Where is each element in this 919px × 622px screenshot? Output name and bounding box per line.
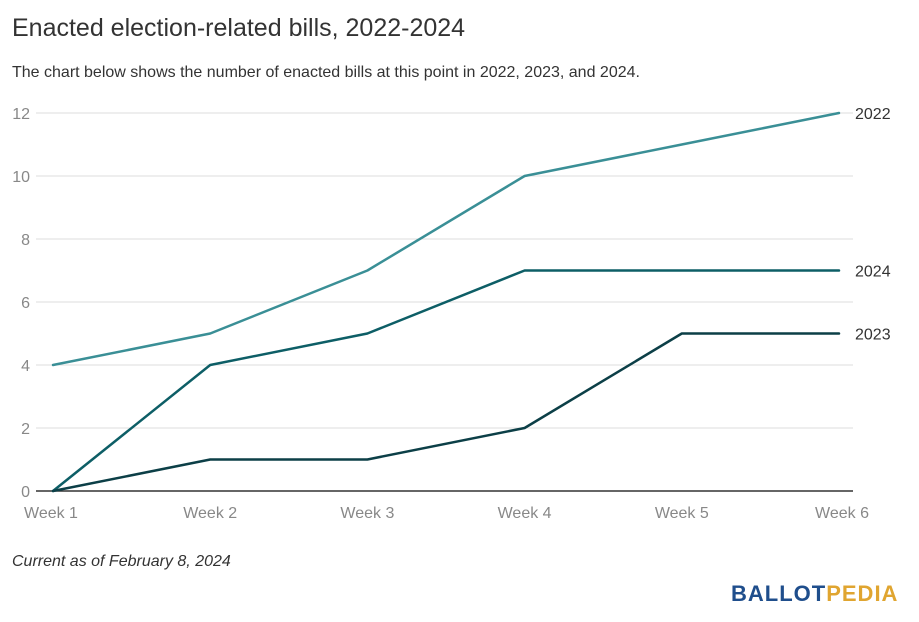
y-tick-label: 8	[21, 232, 30, 249]
series-line-2024	[51, 269, 841, 493]
series-lines	[51, 111, 841, 493]
x-tick-label: Week 2	[183, 505, 237, 522]
x-axis-ticks: Week 1 Week 2 Week 3 Week 4 Week 5 Week 6	[24, 505, 869, 522]
x-tick-label: Week 4	[498, 505, 552, 522]
x-tick-label: Week 5	[655, 505, 709, 522]
x-tick-label: Week 1	[24, 505, 78, 522]
series-labels: 2022 2024 2023	[855, 106, 891, 344]
logo-part-pedia: PEDIA	[826, 581, 899, 606]
y-tick-label: 4	[21, 358, 30, 375]
logo-part-ballot: BALLOT	[731, 581, 827, 606]
y-tick-label: 6	[21, 295, 30, 312]
series-label-2023: 2023	[855, 327, 891, 344]
ballotpedia-logo: BALLOTPEDIA	[731, 581, 898, 607]
y-tick-label: 0	[21, 484, 30, 501]
series-label-2024: 2024	[855, 264, 891, 281]
footnote: Current as of February 8, 2024	[12, 553, 231, 570]
y-tick-label: 10	[12, 169, 30, 186]
line-chart: 0 2 4 6 8 10 12 Week 1 Week 2 Week 3 Week 4 Week 5…	[12, 106, 891, 522]
gridlines	[36, 112, 853, 492]
series-line-2022	[51, 111, 841, 367]
y-tick-label: 2	[21, 421, 30, 438]
y-axis-ticks: 0 2 4 6 8 10 12	[12, 106, 30, 501]
series-line-2023	[51, 332, 841, 493]
chart-subtitle: The chart below shows the number of enac…	[12, 64, 640, 81]
x-tick-label: Week 6	[815, 505, 869, 522]
x-tick-label: Week 3	[340, 505, 394, 522]
series-label-2022: 2022	[855, 106, 891, 123]
y-tick-label: 12	[12, 106, 30, 123]
chart-title: Enacted election-related bills, 2022-202…	[12, 14, 466, 42]
